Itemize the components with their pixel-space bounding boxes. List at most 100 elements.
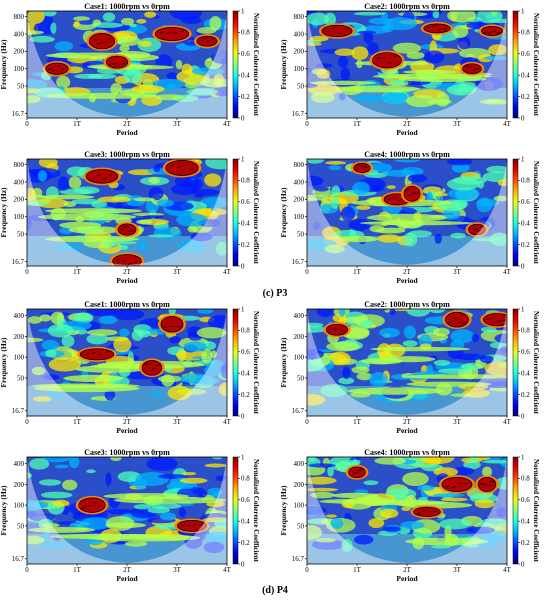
phase-arrow [104,350,110,353]
wavelet-coherence-panel: Case2: 1000rpm vs 0rpm 0 1T 2T 3T 4T 400 200 100… [279,300,540,435]
colorbar-tick-label: 0.6 [521,50,530,58]
phase-arrow [408,194,413,197]
chart-title: Case1: 1000rpm vs 0rpm [84,300,170,309]
phase-arrow [397,199,402,202]
coherence-texture [328,165,342,171]
phase-arrow [361,165,366,168]
phase-arrow [328,328,333,331]
high-coherence-region [462,63,482,75]
phase-arrow [341,329,346,332]
coherence-texture [203,541,225,553]
coherence-texture [120,17,135,26]
coherence-texture [180,16,202,25]
phase-arrow [337,32,343,35]
colorbar [512,158,519,267]
coherence-texture [339,309,346,317]
coherence-texture [105,472,112,487]
coherence-texture [338,377,355,385]
phase-arrow [87,504,92,507]
coherence-texture [406,309,431,317]
phase-arrow [112,63,117,65]
phase-arrow [144,363,149,365]
coherence-texture [483,55,507,61]
coherence-texture [310,491,335,499]
y-tick-label: 100 [294,213,305,221]
colorbar-tick-label: 0.6 [241,496,250,504]
y-axis-label: Frequency (Hz) [279,485,288,536]
high-coherence-region [423,23,451,34]
phase-arrow [91,352,96,354]
coherence-texture [437,368,472,375]
coherence-streak [113,496,227,504]
coherence-streak [382,356,436,363]
coherence-texture [176,212,208,227]
coherence-texture [215,241,227,256]
phase-arrow [492,315,497,318]
colorbar-tick-label: 1 [241,155,245,163]
coherence-texture [439,518,471,530]
coherence-texture [307,394,326,406]
phase-arrow [468,66,473,69]
coherence-streak [403,69,457,75]
coherence-texture [157,199,174,207]
y-tick-label: 100 [14,502,25,510]
coherence-texture [448,187,480,201]
coherence-streak [39,194,95,200]
chart-title: Case4: 1000rpm vs 0rpm [364,448,450,457]
colorbar-tick-label: 0.4 [521,370,530,378]
phase-arrow [471,69,476,71]
phase-arrow [109,174,114,176]
coherence-texture [154,94,185,101]
coherence-texture [131,85,165,94]
phase-arrow [147,363,153,365]
coherence-texture [496,506,506,518]
x-tick-label: 3T [453,418,462,426]
coherence-texture [308,349,316,361]
phase-arrow [392,196,397,199]
chart-title: Case1: 1000rpm vs 0rpm [84,2,170,11]
coherence-texture [369,372,388,388]
coherence-texture [215,475,227,482]
coherence-streak [331,492,379,499]
coherence-texture [27,187,37,201]
y-tick-label: 16.7 [12,110,25,118]
coherence-texture [27,535,45,545]
coherence-streak [405,537,489,546]
coherence-texture [462,388,490,398]
coherence-texture [113,337,132,353]
high-coherence-region [45,62,69,75]
coherence-streak [46,92,159,99]
x-axis-label: Period [396,426,418,435]
coherence-chart: Case1: 1000rpm vs 0rpm 0 1T 2T 3T 4T 800 400 200… [0,2,260,137]
coherence-texture [430,544,451,549]
colorbar-tick-label: 0.6 [521,198,530,206]
coherence-texture [32,396,52,402]
phase-arrow [192,523,197,526]
coherence-texture [363,32,374,44]
phase-arrow [117,63,122,66]
coherence-texture [27,201,50,206]
coherence-texture [166,83,177,89]
coherence-texture [204,173,222,187]
high-coherence-region [482,313,507,327]
colorbar [512,308,519,417]
coherence-texture [56,75,71,89]
coherence-texture [86,333,109,345]
coherence-streak [68,226,122,234]
phase-arrow [442,27,448,30]
colorbar-tick-label: 0.2 [521,241,530,249]
phase-arrow [427,510,432,513]
y-tick-label: 400 [294,460,305,468]
coherence-texture [183,341,207,352]
phase-arrow [464,65,469,67]
colorbar-label: Normalized Coherence Coefficient [532,161,540,265]
phase-arrow [97,505,103,508]
coherence-texture [86,469,96,474]
coherence-streak [309,80,377,85]
colorbar-tick-label: 1 [521,7,525,15]
wavelet-coherence-panel: Case1: 1000rpm vs 0rpm 0 1T 2T 3T 4T 400 200 100… [0,300,260,435]
coherence-texture [433,327,450,337]
coherence-texture [53,243,81,252]
x-tick-label: 1T [353,566,362,574]
